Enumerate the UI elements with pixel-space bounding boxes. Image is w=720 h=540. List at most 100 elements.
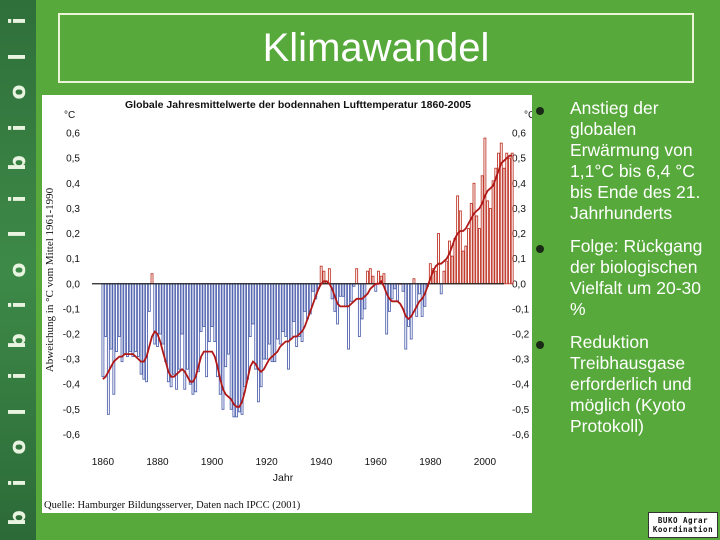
side-banner-letter: l [5, 230, 31, 238]
data-bar [186, 283, 189, 370]
x-tick-label: 1940 [310, 457, 333, 468]
data-bar [177, 283, 181, 370]
data-bar [377, 270, 380, 285]
data-bar [417, 283, 421, 295]
smoothed-line [102, 154, 513, 408]
data-bar [276, 283, 279, 340]
data-bar [115, 283, 118, 353]
data-bar [265, 283, 269, 360]
data-bar [488, 207, 492, 285]
data-bar [338, 283, 342, 297]
data-bar [229, 283, 233, 410]
data-bar [202, 283, 206, 327]
data-bar [150, 273, 154, 285]
data-bar [415, 283, 419, 317]
data-bar [109, 283, 113, 350]
title-frame: Klimawandel [58, 13, 694, 83]
data-bar [136, 283, 140, 358]
y-tick-label-left: 0,2 [66, 229, 80, 240]
data-bar [254, 283, 258, 370]
side-banner-letter: b [5, 510, 31, 526]
y-tick-label-right: -0,1 [512, 304, 530, 315]
data-bar [278, 283, 282, 345]
data-bar [106, 283, 110, 415]
bullet-dot [536, 245, 544, 253]
data-bar [311, 283, 315, 292]
data-bar [491, 180, 495, 285]
data-bar [396, 283, 400, 302]
data-bar [306, 283, 309, 320]
buko-logo: BUKO Agrar Koordination [648, 512, 718, 538]
data-bar [161, 283, 165, 345]
data-bar [145, 283, 148, 383]
data-bar [360, 283, 364, 320]
data-bar [390, 283, 394, 300]
data-bar [289, 283, 293, 340]
y-tick-label-left: 0,5 [66, 154, 80, 165]
chart-source: Quelle: Hamburger Bildungsserver, Daten … [44, 500, 301, 511]
data-bar [213, 283, 217, 342]
data-bar [226, 283, 230, 355]
bullet-item: Folge: Rückgang der biologischen Vielfal… [536, 236, 718, 320]
data-bar [210, 283, 214, 327]
data-bar [191, 283, 195, 395]
bullet-dot [536, 341, 544, 349]
data-bar [104, 283, 108, 337]
data-bar [180, 283, 184, 335]
data-bar [461, 250, 465, 285]
data-bar [248, 283, 252, 337]
data-bar [246, 283, 249, 380]
data-bar [297, 283, 301, 337]
y-axis-label: Abweichung in °C vom Mittel 1961-1990 [44, 187, 56, 372]
chart-title: Globale Jahresmittelwerte der bodennahen… [125, 99, 471, 111]
data-bar [349, 283, 353, 302]
y-unit-left: °C [64, 110, 75, 121]
x-tick-label: 1900 [201, 457, 224, 468]
data-bar [262, 283, 266, 360]
data-bar [458, 210, 462, 285]
data-bar [502, 167, 506, 285]
side-banner-letter: b [5, 332, 31, 349]
data-bar [303, 283, 307, 312]
bullet-text: Anstieg der globalen Erwärmung von 1,1°C… [570, 98, 701, 223]
data-bar [341, 283, 345, 297]
x-tick-label: 1980 [419, 457, 442, 468]
data-bar [409, 283, 413, 340]
data-bar [134, 283, 138, 353]
data-bar [232, 283, 236, 418]
logo-line-1: BUKO Agrar [657, 516, 709, 525]
bullet-list: Anstieg der globalen Erwärmung von 1,1°C… [536, 98, 718, 449]
bullet-text: Reduktion Treibhausgase erforderlich und… [570, 332, 692, 436]
y-tick-label-right: 0,5 [512, 154, 526, 165]
data-bar [366, 270, 369, 285]
data-bar [467, 228, 470, 285]
data-bar [472, 182, 476, 285]
page-title: Klimawandel [262, 25, 490, 70]
side-banner-letter: o [5, 439, 31, 455]
side-banner-letter: i [5, 17, 31, 25]
data-bar [319, 265, 323, 285]
x-tick-label: 1880 [146, 457, 169, 468]
data-bar [456, 195, 460, 285]
data-bar [494, 167, 498, 285]
y-tick-label-left: -0,1 [63, 304, 81, 315]
data-bar [281, 283, 285, 332]
data-bar [284, 283, 288, 337]
data-bar [237, 283, 241, 413]
data-bar [368, 268, 372, 285]
data-bar [327, 268, 331, 285]
data-bar [196, 283, 200, 373]
data-bar [450, 255, 454, 285]
y-tick-label-left: 0,6 [66, 129, 80, 140]
x-tick-label: 1920 [255, 457, 278, 468]
x-axis-label: Jahr [273, 472, 294, 484]
data-bar [401, 283, 405, 292]
data-bar [475, 215, 479, 285]
data-bar [240, 283, 244, 415]
data-bar [355, 268, 359, 285]
data-bar [147, 283, 151, 312]
data-bar [142, 283, 146, 380]
y-tick-label-left: 0,0 [66, 279, 80, 290]
y-tick-label-left: 0,3 [66, 204, 80, 215]
bullet-item: Reduktion Treibhausgase erforderlich und… [536, 332, 718, 437]
